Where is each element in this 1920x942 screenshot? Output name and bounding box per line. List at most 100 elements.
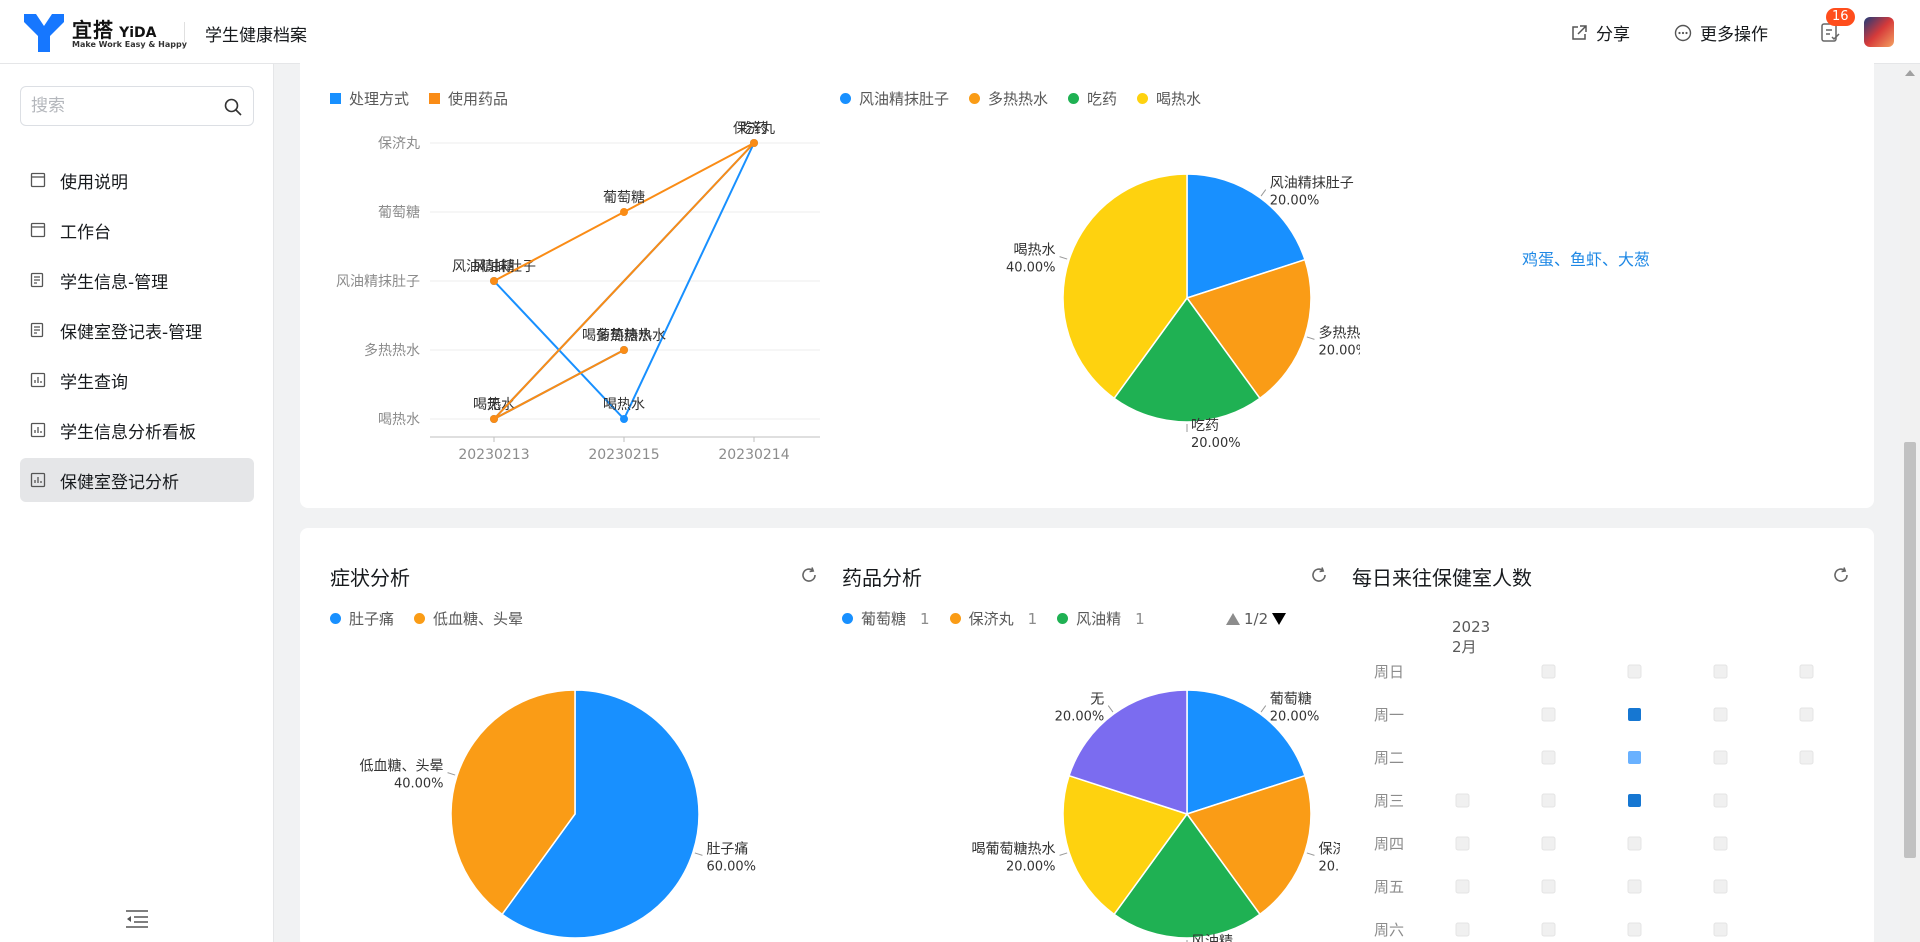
slice-pct-label: 20.00% bbox=[1006, 859, 1056, 874]
data-label: 喝葡萄糖热水 bbox=[582, 328, 666, 344]
legend-item[interactable]: 葡萄糖 1 bbox=[842, 608, 930, 629]
data-point bbox=[620, 415, 628, 423]
legend-pager: 1/2 bbox=[1226, 610, 1287, 628]
heatmap-month: 2月 bbox=[1452, 638, 1477, 656]
sidebar-item[interactable]: 学生查询 bbox=[20, 358, 254, 402]
data-label: 无 bbox=[487, 397, 501, 413]
sidebar-item-label: 学生信息-管理 bbox=[60, 272, 169, 293]
legend-item[interactable]: 处理方式 bbox=[330, 88, 409, 109]
slice-name-label: 风油精抹肚子 bbox=[1270, 176, 1354, 192]
sidebar-item[interactable]: 保健室登记表-管理 bbox=[20, 308, 254, 352]
pager-next-icon[interactable] bbox=[1272, 613, 1287, 625]
heatmap-cell bbox=[1627, 922, 1642, 937]
data-point bbox=[620, 346, 628, 354]
pie-slice bbox=[1185, 774, 1312, 916]
search-input[interactable] bbox=[31, 95, 211, 117]
slice-pct-label: 20.00% bbox=[1270, 194, 1320, 209]
data-label: 保济丸 bbox=[733, 121, 775, 137]
heatmap-cell bbox=[1541, 664, 1556, 679]
label-leader bbox=[1059, 256, 1068, 260]
avatar[interactable] bbox=[1864, 17, 1894, 47]
legend-count: 1 bbox=[920, 609, 930, 628]
weekday-label: 周三 bbox=[1374, 792, 1404, 810]
heatmap-cell bbox=[1627, 879, 1642, 894]
report-icon bbox=[30, 372, 46, 388]
more-actions-button[interactable]: 更多操作 bbox=[1674, 20, 1768, 45]
yida-logo-icon bbox=[24, 14, 64, 52]
sidebar-item-label: 保健室登记表-管理 bbox=[60, 322, 203, 343]
slice-pct-label: 40.00% bbox=[1006, 261, 1056, 276]
pager-prev-icon[interactable] bbox=[1226, 613, 1240, 625]
legend-marker bbox=[414, 613, 426, 624]
sidebar-item[interactable]: 使用说明 bbox=[20, 158, 254, 202]
legend-item[interactable]: 喝热水 bbox=[1137, 88, 1201, 109]
scrollbar-thumb[interactable] bbox=[1904, 442, 1916, 858]
header-divider bbox=[184, 22, 185, 42]
search-box[interactable] bbox=[20, 86, 254, 126]
collapse-sidebar-icon[interactable] bbox=[124, 908, 150, 930]
legend-item[interactable]: 保济丸 1 bbox=[949, 608, 1037, 629]
legend-label: 处理方式 bbox=[349, 90, 410, 108]
legend-marker bbox=[840, 93, 851, 104]
legend-item[interactable]: 使用药品 bbox=[429, 88, 508, 109]
sidebar-item[interactable]: 保健室登记分析 bbox=[20, 458, 254, 502]
legend-item[interactable]: 吃药 bbox=[1068, 88, 1117, 109]
form-icon bbox=[30, 322, 44, 338]
heatmap-cell bbox=[1541, 879, 1556, 894]
legend-marker bbox=[969, 93, 981, 104]
legend-item[interactable]: 风油精 1 bbox=[1057, 608, 1145, 629]
slice-name-label: 风油精 bbox=[1191, 934, 1233, 942]
label-leader bbox=[1107, 705, 1114, 713]
legend-item[interactable]: 风油精抹肚子 bbox=[840, 88, 949, 109]
sidebar-item[interactable]: 工作台 bbox=[20, 208, 254, 252]
data-label: 喝热水 bbox=[603, 397, 645, 413]
heatmap-cell bbox=[1713, 664, 1728, 679]
symptom-pie-chart: 肚子痛 60.00% 低血糖、头晕 40.00% bbox=[360, 689, 756, 939]
slice-name-label: 喝热水 bbox=[1014, 243, 1056, 259]
slice-pct-label: 40.00% bbox=[394, 777, 444, 792]
weekday-label: 周六 bbox=[1374, 921, 1404, 939]
pie-slice bbox=[1186, 173, 1306, 300]
medicine-legend: 葡萄糖 1 保济丸 1 风油精 1 bbox=[842, 608, 1145, 629]
refresh-icon[interactable] bbox=[800, 566, 818, 584]
sidebar-item-label: 学生信息分析看板 bbox=[60, 422, 196, 443]
weekday-label: 周四 bbox=[1374, 835, 1404, 853]
legend-item[interactable]: 肚子痛 bbox=[330, 608, 394, 629]
symptom-title: 症状分析 bbox=[330, 566, 410, 590]
label-leader bbox=[447, 772, 456, 776]
sidebar-item[interactable]: 学生信息分析看板 bbox=[20, 408, 254, 452]
bottom-card: 症状分析 肚子痛 低血糖、头晕 肚子痛 60.00% 低血糖、头晕 40.00% 药品分… bbox=[300, 528, 1874, 942]
legend-item[interactable]: 多热热水 bbox=[969, 88, 1048, 109]
label-leader bbox=[1306, 852, 1315, 856]
app-name[interactable]: 学生健康档案 bbox=[205, 26, 307, 46]
pie1-legend: 风油精抹肚子 多热热水 吃药 喝热水 bbox=[840, 88, 1201, 109]
heatmap-cell bbox=[1713, 707, 1728, 722]
refresh-icon[interactable] bbox=[1310, 566, 1328, 584]
medicine-pie-chart: 葡萄糖 20.00% 保济丸 20.00% 风油精 喝葡萄糖热水 20.00% 无 20.00% bbox=[972, 689, 1340, 942]
doc-icon bbox=[30, 222, 46, 238]
slice-pct-label: 20.00% bbox=[1191, 436, 1241, 451]
share-button[interactable]: 分享 bbox=[1570, 20, 1630, 45]
report-icon bbox=[30, 422, 46, 438]
legend-marker bbox=[949, 613, 961, 624]
pie-slice bbox=[1185, 258, 1312, 400]
weekday-label: 周五 bbox=[1374, 878, 1404, 896]
heatmap-cell bbox=[1799, 750, 1814, 765]
x-tick-label: 20230215 bbox=[588, 447, 659, 463]
heatmap-year: 2023 bbox=[1452, 618, 1490, 636]
legend-label: 肚子痛 bbox=[349, 610, 395, 628]
allergy-text[interactable]: 鸡蛋、鱼虾、大葱 bbox=[1522, 250, 1651, 269]
search-icon[interactable] bbox=[223, 97, 243, 117]
sidebar-item[interactable]: 学生信息-管理 bbox=[20, 258, 254, 302]
legend-label: 使用药品 bbox=[448, 90, 509, 108]
legend-item[interactable]: 低血糖、头晕 bbox=[414, 608, 523, 629]
logo-slogan: Make Work Easy & Happy bbox=[72, 40, 187, 49]
refresh-icon[interactable] bbox=[1832, 566, 1850, 584]
pie-slice bbox=[1062, 173, 1188, 400]
heatmap-cell bbox=[1541, 793, 1556, 808]
legend-label: 喝热水 bbox=[1156, 90, 1202, 108]
scroll-up-icon[interactable] bbox=[1905, 70, 1915, 76]
heatmap-cell bbox=[1628, 794, 1641, 807]
page-scrollbar[interactable] bbox=[1900, 64, 1920, 942]
weekday-label: 周日 bbox=[1374, 663, 1404, 681]
